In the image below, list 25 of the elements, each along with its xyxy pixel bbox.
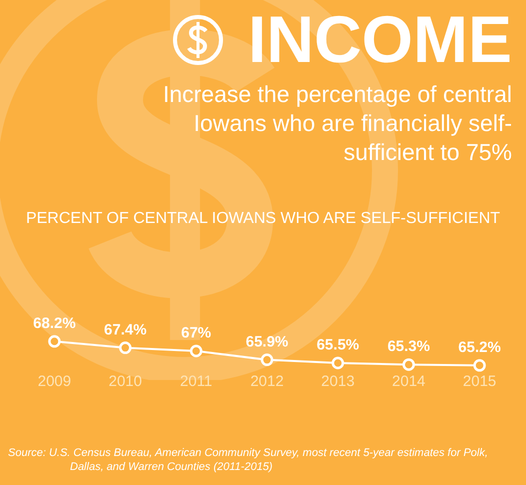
- chart-title: INCOME: [248, 2, 512, 76]
- point: [48, 335, 61, 348]
- point: [473, 359, 486, 372]
- x-tick-label: 2013: [321, 373, 355, 390]
- data-label: 67.4%: [104, 321, 147, 338]
- data-label: 65.5%: [316, 336, 360, 354]
- text: PERCENT OF CENTRAL IOWANS WHO ARE SELF-SUFFICIENT: [24, 210, 502, 228]
- data-label: 65.9%: [246, 333, 288, 350]
- x-tick-label: 2011: [180, 373, 212, 390]
- point: [332, 356, 344, 370]
- data-label: 68.2%: [33, 315, 76, 332]
- point: [260, 354, 274, 366]
- point: [119, 342, 132, 354]
- point: [190, 344, 202, 358]
- x-tick-label: 2012: [250, 373, 284, 390]
- x-tick-label: 2014: [392, 373, 426, 390]
- point: [402, 358, 415, 371]
- source-note: Source: U.S. Census Bureau, American Community Survey, most recent 5-year estimates for Polk, Dallas, and Warren Counties (2011-2015): [8, 446, 489, 474]
- data-label: 65.3%: [387, 338, 430, 356]
- x-tick-label: 2010: [108, 373, 142, 390]
- data-label: 65.2%: [458, 339, 501, 356]
- x-tick-label: 2009: [38, 373, 72, 390]
- data-label: 67%: [181, 324, 212, 342]
- x-tick-label: 2015: [462, 373, 496, 390]
- chart-subtitle: Increase the percentage of central Iowans who are financially self-sufficient to 75%: [162, 80, 512, 167]
